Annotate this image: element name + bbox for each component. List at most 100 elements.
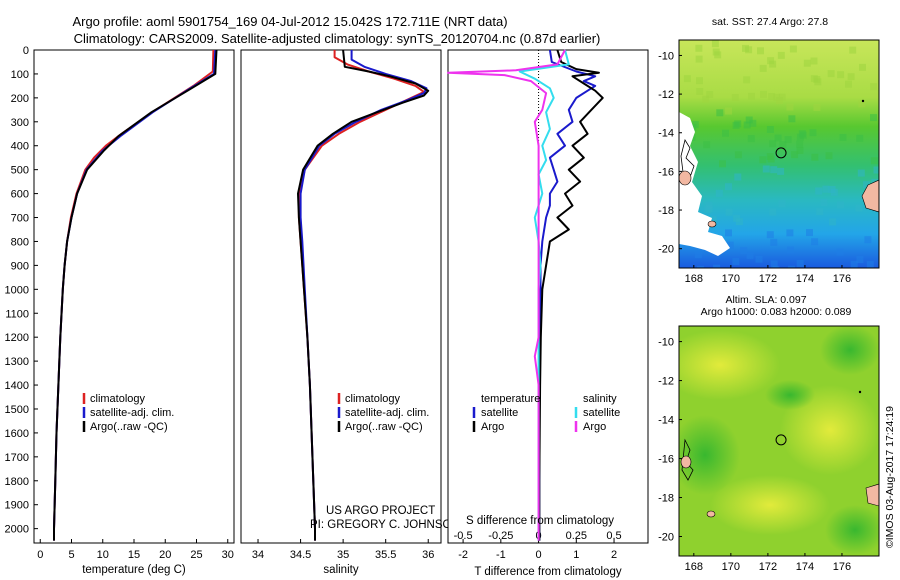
x-tick-label: 34 — [252, 549, 264, 561]
depth-tick-label: 300 — [11, 117, 29, 129]
x-tick-label: 30 — [222, 549, 234, 561]
sst-texture-cell — [791, 151, 799, 159]
sla-low-region — [825, 505, 879, 555]
s-diff-tick-label: -0.5 — [454, 530, 473, 542]
island-shape — [707, 220, 717, 228]
sla-low-region — [765, 380, 815, 410]
depth-tick-label: 100 — [11, 69, 29, 81]
depth-tick-label: 1500 — [5, 404, 29, 416]
sst-missing-data-region — [679, 112, 730, 256]
sst-texture-cell — [811, 238, 819, 246]
sst-texture-cell — [776, 97, 783, 105]
sst-texture-cell — [711, 40, 719, 48]
legend-label: Argo(..raw -QC) — [90, 421, 168, 433]
sst-texture-cell — [696, 77, 703, 85]
coastline-outline — [680, 138, 695, 181]
sla-latitude-axis: -10 -12 -14 -16 -18 -20 — [658, 337, 682, 544]
sst-texture-cell — [725, 183, 732, 191]
sst-texture-cell — [768, 93, 776, 100]
lat-tick-label: -20 — [658, 532, 674, 544]
sst-texture-cell — [696, 88, 704, 95]
depth-tick-label: 400 — [11, 141, 29, 153]
pi-credit: PI: GREGORY C. JOHNSON — [310, 519, 460, 531]
sst-texture-cell — [810, 57, 818, 65]
temperature-plot-frame — [33, 49, 235, 544]
sst-texture-cell — [836, 248, 844, 256]
lat-tick-label: -20 — [658, 244, 674, 256]
lon-tick-label: 168 — [685, 561, 703, 573]
sst-texture-cell — [789, 45, 797, 53]
sst-texture-cell — [726, 241, 734, 249]
sst-texture-cell — [813, 104, 821, 111]
sst-texture-cell — [796, 140, 804, 148]
sst-texture-cell — [732, 258, 740, 266]
depth-tick-label: 1700 — [5, 452, 29, 464]
sst-texture-cell — [828, 186, 836, 193]
lon-tick-label: 170 — [722, 273, 740, 285]
sst-texture-cell — [757, 47, 764, 55]
coastline-outline — [681, 438, 694, 481]
depth-tick-label: 800 — [11, 236, 29, 248]
figure-title-line2: Climatology: CARS2009. Satellite-adjuste… — [74, 31, 601, 46]
sst-texture-cell — [856, 256, 864, 264]
sst-texture-cell — [814, 78, 822, 86]
sst-texture-cell — [870, 114, 877, 122]
lon-tick-label: 172 — [759, 273, 777, 285]
temperature-axis-label: temperature (deg C) — [82, 564, 186, 576]
sst-texture-cell — [709, 216, 717, 224]
x-tick-label: 15 — [128, 549, 140, 561]
sst-texture-cell — [873, 166, 879, 174]
legend-label: Argo — [481, 421, 504, 433]
sst-texture-cell — [766, 126, 774, 133]
sst-texture-cell — [859, 63, 866, 71]
sst-texture-cell — [716, 109, 724, 117]
sst-texture-cell — [719, 160, 726, 168]
sst-texture-cell — [725, 229, 732, 237]
sst-texture-cell — [858, 100, 866, 108]
lat-tick-label: -14 — [658, 128, 674, 140]
island-shape — [706, 510, 716, 518]
temperature-profile-panel: 0100200300400500600700800900100011001200… — [5, 45, 235, 576]
sst-texture-cell — [803, 59, 811, 67]
sst-texture-cell — [745, 116, 753, 124]
sst-latitude-axis: -10 -12 -14 -16 -18 -20 — [658, 50, 682, 256]
island-shape — [679, 170, 692, 186]
depth-tick-label: 0 — [23, 45, 29, 57]
sst-texture-cell — [837, 71, 845, 79]
temperature-x-axis: 0 5 10 15 20 25 30 — [37, 539, 234, 561]
sst-texture-cell — [825, 152, 833, 160]
sst-texture-cell — [766, 153, 774, 160]
sst-texture-cell — [822, 185, 830, 193]
difference-series — [447, 49, 604, 541]
sst-texture-cell — [847, 73, 855, 81]
island-shape — [680, 455, 692, 469]
sst-texture-cell — [749, 119, 757, 127]
sst-texture-cell — [784, 136, 792, 144]
sst-texture-cell — [695, 44, 703, 52]
depth-tick-label: 1300 — [5, 356, 29, 368]
argo-raw-qc--line — [53, 49, 218, 541]
x-tick-label: 0 — [536, 549, 542, 561]
x-tick-label: 5 — [68, 549, 74, 561]
small-island — [858, 390, 862, 394]
sst-texture-cell — [863, 181, 871, 189]
salinity-x-axis: 34 34.5 35 35.5 36 — [252, 539, 434, 561]
s-diff-tick-label: 0.5 — [606, 530, 621, 542]
lat-tick-label: -10 — [658, 337, 674, 349]
sst-texture-cell — [839, 134, 847, 141]
sst-texture-cell — [845, 80, 852, 88]
depth-tick-label: 900 — [11, 260, 29, 272]
sst-texture-cell — [746, 252, 754, 260]
sst-texture-cell — [748, 92, 755, 100]
sst-texture-cell — [815, 187, 823, 195]
x-tick-label: -2 — [458, 549, 468, 561]
sst-texture-cell — [695, 55, 703, 63]
sst-texture-cell — [743, 121, 751, 129]
lon-tick-label: 172 — [759, 561, 777, 573]
sst-texture-cell — [745, 46, 753, 54]
sst-texture-cell — [788, 265, 795, 268]
sst-texture-cell — [870, 83, 878, 91]
salinity-series — [297, 49, 430, 541]
